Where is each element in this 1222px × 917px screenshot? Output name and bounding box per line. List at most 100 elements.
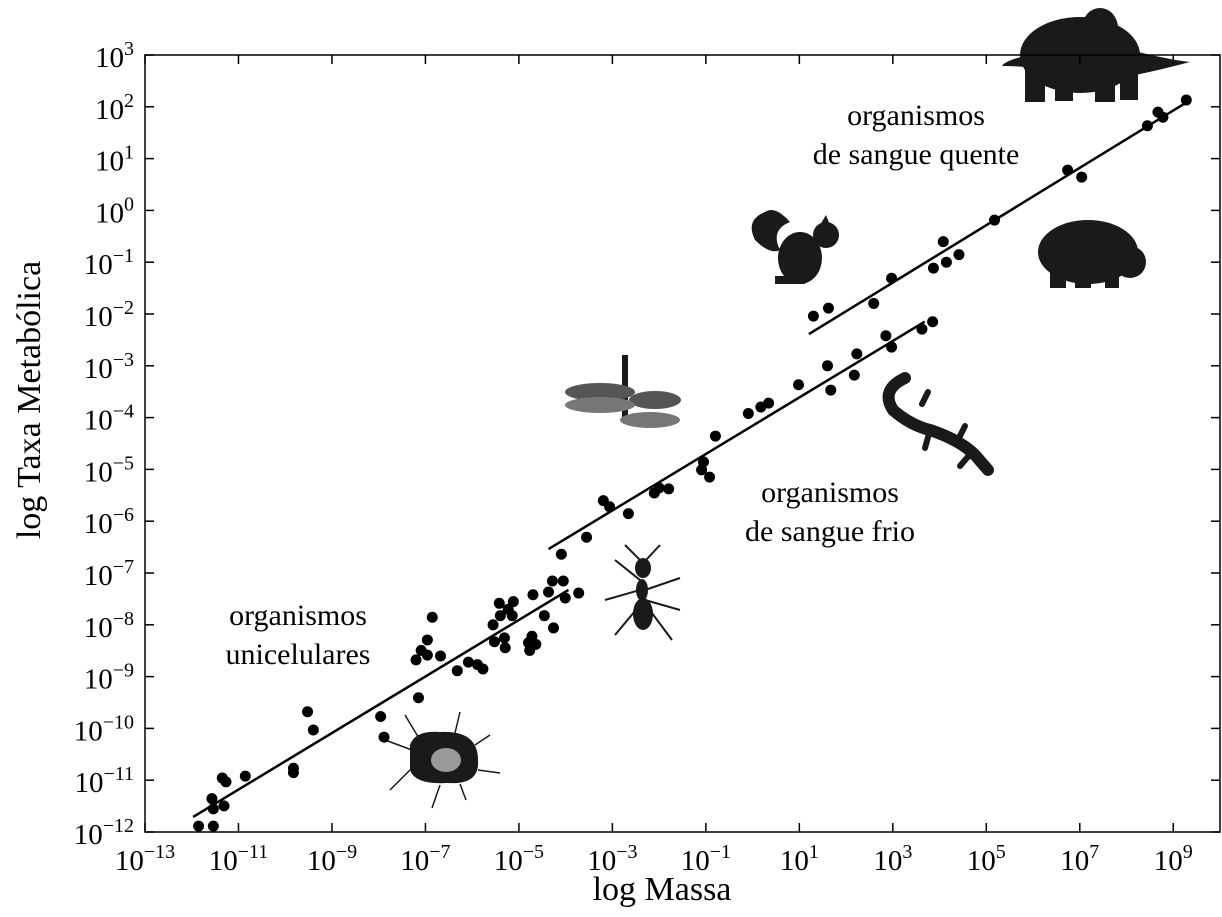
data-point xyxy=(487,619,499,631)
hippo-icon xyxy=(1038,220,1146,288)
lizard-icon xyxy=(882,372,994,476)
data-point xyxy=(940,256,952,268)
ant-icon xyxy=(604,544,681,641)
x-tick-label: 10−1 xyxy=(681,841,731,877)
data-point xyxy=(206,793,218,805)
data-point xyxy=(763,397,775,409)
annotation: organismos xyxy=(229,599,367,632)
data-point xyxy=(653,482,665,494)
data-point xyxy=(207,820,219,832)
data-point xyxy=(742,407,754,419)
data-point xyxy=(880,330,892,342)
data-point xyxy=(822,302,834,314)
x-tick-label: 10−5 xyxy=(494,841,544,877)
data-point xyxy=(622,508,634,520)
data-point xyxy=(499,642,511,654)
data-point xyxy=(538,610,550,622)
data-point xyxy=(807,310,819,322)
x-tick-label: 10−9 xyxy=(307,841,357,877)
data-point xyxy=(410,654,422,666)
data-point xyxy=(220,776,232,788)
y-tick-label: 10−6 xyxy=(84,504,134,540)
y-tick-label: 10−8 xyxy=(84,608,134,644)
data-point xyxy=(494,610,506,622)
y-tick-label: 10−7 xyxy=(84,556,134,592)
data-point xyxy=(546,575,558,587)
squirrel-icon xyxy=(751,209,839,284)
dragonfly-icon xyxy=(565,355,681,428)
data-point xyxy=(421,634,433,646)
data-point xyxy=(548,622,560,634)
data-point xyxy=(604,501,616,513)
y-tick-label: 10−9 xyxy=(84,660,134,696)
data-point xyxy=(1180,94,1192,106)
y-axis-label: log Taxa Metabólica xyxy=(11,261,48,539)
data-point xyxy=(927,316,939,328)
data-point xyxy=(886,341,898,353)
data-point xyxy=(488,636,500,648)
y-tick-label: 10−11 xyxy=(74,763,134,799)
data-point xyxy=(663,483,675,495)
data-point xyxy=(287,767,299,779)
x-tick-label: 107 xyxy=(1060,841,1099,877)
data-point xyxy=(1062,164,1074,176)
data-point xyxy=(375,710,387,722)
data-point xyxy=(1141,120,1153,132)
data-point xyxy=(477,663,489,675)
x-tick-label: 109 xyxy=(1154,841,1193,877)
y-tick-label: 10−10 xyxy=(74,711,134,747)
y-tick-label: 10−5 xyxy=(84,452,134,488)
data-point xyxy=(851,348,863,360)
x-axis-label: log Massa xyxy=(593,871,732,908)
data-point xyxy=(530,638,542,650)
x-tick-label: 10−3 xyxy=(587,841,637,877)
data-point xyxy=(868,297,880,309)
cell-icon xyxy=(384,711,501,809)
data-point xyxy=(426,611,438,623)
x-tick-label: 10−7 xyxy=(400,841,450,877)
data-point xyxy=(543,586,555,598)
annotation: organismos xyxy=(847,99,985,132)
plot-frame xyxy=(144,54,1221,833)
data-point xyxy=(451,665,463,677)
silhouettes xyxy=(384,8,1190,809)
x-tick-label: 103 xyxy=(873,841,912,877)
data-point xyxy=(953,249,965,261)
data-point xyxy=(378,731,390,743)
y-tick-label: 102 xyxy=(95,90,134,126)
fit-line xyxy=(192,588,570,819)
data-point xyxy=(937,236,949,248)
data-point xyxy=(412,692,424,704)
data-point xyxy=(207,803,219,815)
data-point xyxy=(507,596,519,608)
data-point xyxy=(916,323,928,335)
data-point xyxy=(527,589,539,601)
y-tick-label: 100 xyxy=(95,193,134,229)
y-tick-label: 10−1 xyxy=(84,245,134,281)
data-point xyxy=(559,592,571,604)
data-point xyxy=(989,214,1001,226)
data-point xyxy=(193,820,205,832)
data-point xyxy=(1076,171,1088,183)
data-point xyxy=(462,656,474,668)
data-point xyxy=(573,587,585,599)
data-point xyxy=(793,379,805,391)
data-point xyxy=(709,430,721,442)
data-point xyxy=(555,548,567,560)
data-point xyxy=(434,650,446,662)
annotation: organismos xyxy=(761,476,899,509)
data-point xyxy=(848,369,860,381)
data-point xyxy=(421,649,433,661)
data-point xyxy=(704,471,716,483)
y-tick-label: 101 xyxy=(95,142,134,178)
data-point xyxy=(581,531,593,543)
data-point xyxy=(698,456,710,468)
data-point xyxy=(821,360,833,372)
annotation: de sangue frio xyxy=(745,515,915,548)
data-point xyxy=(927,262,939,274)
data-point xyxy=(493,597,505,609)
x-tick-label: 10−11 xyxy=(209,841,269,877)
data-point xyxy=(506,610,518,622)
data-point xyxy=(557,575,569,587)
